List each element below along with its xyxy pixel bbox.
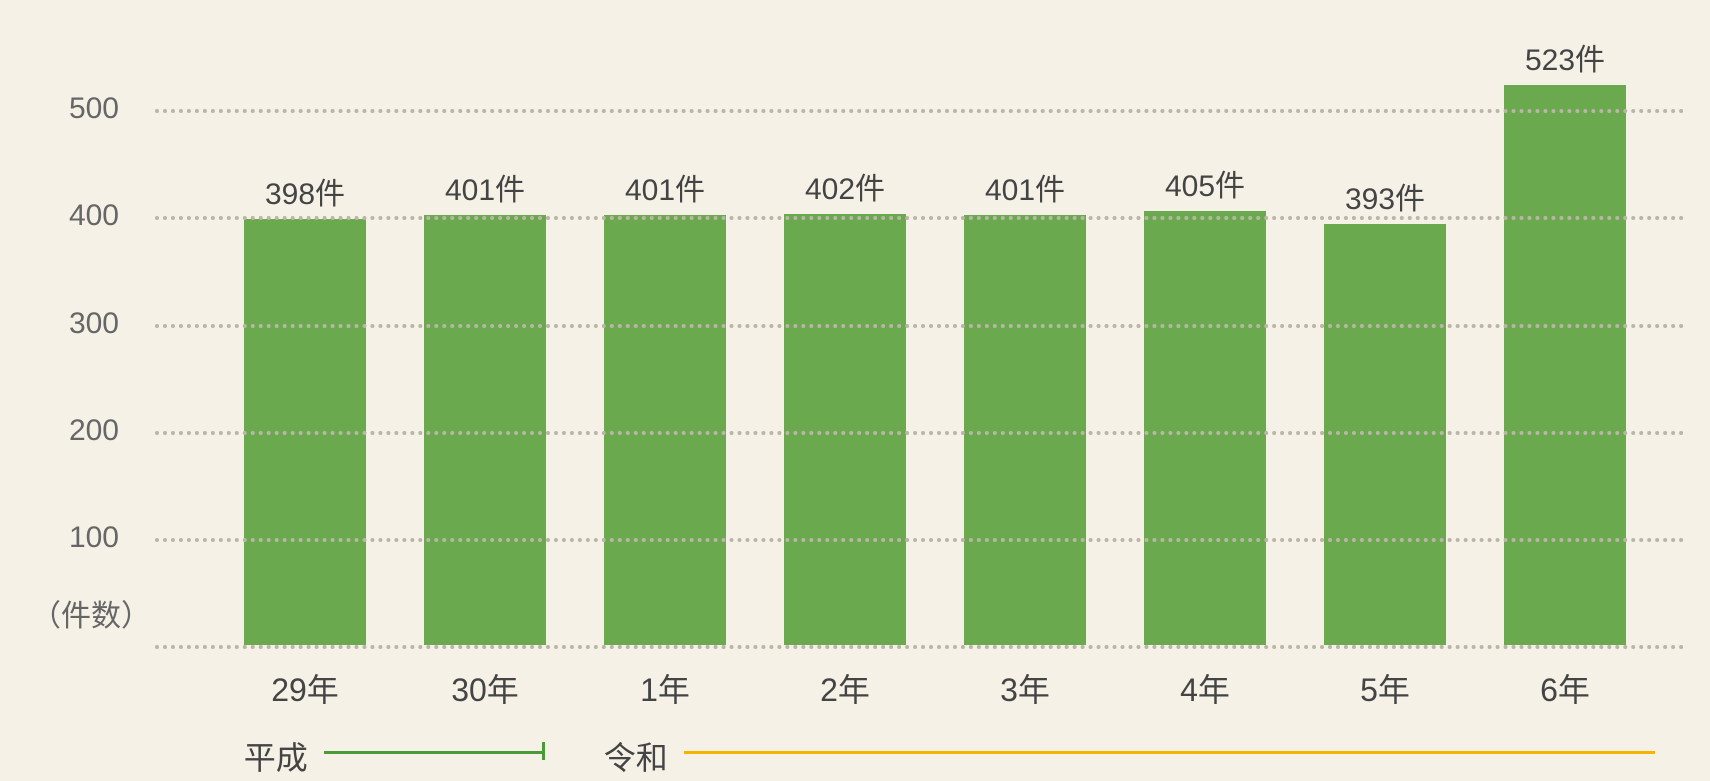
bar: 523件 xyxy=(1504,85,1626,645)
gridline xyxy=(155,216,1685,220)
bar-value-label: 398件 xyxy=(265,169,345,213)
x-tick-label: 4年 xyxy=(1180,665,1230,711)
x-tick-label: 2年 xyxy=(820,665,870,711)
x-tick-label: 5年 xyxy=(1360,665,1410,711)
era-layer: 平成 令和 xyxy=(155,733,1685,781)
y-tick-label: 100 xyxy=(69,521,155,555)
x-tick-label: 29年 xyxy=(271,665,339,711)
gridline xyxy=(155,324,1685,328)
gridline xyxy=(155,645,1685,649)
bar-value-label: 523件 xyxy=(1525,35,1605,79)
bar-value-label: 401件 xyxy=(445,165,525,209)
x-tick-label: 3年 xyxy=(1000,665,1050,711)
y-axis-label: （件数） xyxy=(31,591,155,635)
gridline xyxy=(155,538,1685,542)
x-tick-label: 6年 xyxy=(1540,665,1590,711)
bar-value-label: 401件 xyxy=(625,165,705,209)
era-label: 令和 xyxy=(604,733,668,779)
x-tick-label: 1年 xyxy=(640,665,690,711)
gridline xyxy=(155,431,1685,435)
bar-chart: 398件401件401件402件401件405件393件523件 1002003… xyxy=(0,0,1710,781)
bar-value-label: 405件 xyxy=(1165,161,1245,205)
gridline xyxy=(155,109,1685,113)
bar-value-label: 401件 xyxy=(985,165,1065,209)
y-tick-label: 200 xyxy=(69,414,155,448)
y-tick-label: 300 xyxy=(69,307,155,341)
bar: 402件 xyxy=(784,214,906,645)
bar-value-label: 393件 xyxy=(1345,174,1425,218)
bar: 405件 xyxy=(1144,211,1266,645)
y-tick-label: 400 xyxy=(69,199,155,233)
y-tick-label: 500 xyxy=(69,92,155,126)
x-tick-label: 30年 xyxy=(451,665,519,711)
plot-area: 398件401件401件402件401件405件393件523件 1002003… xyxy=(155,45,1685,645)
era-label: 平成 xyxy=(244,733,308,779)
bar-value-label: 402件 xyxy=(805,164,885,208)
bars-layer: 398件 401件 401件 402件 401件 405件 393件 523件 xyxy=(155,45,1685,645)
